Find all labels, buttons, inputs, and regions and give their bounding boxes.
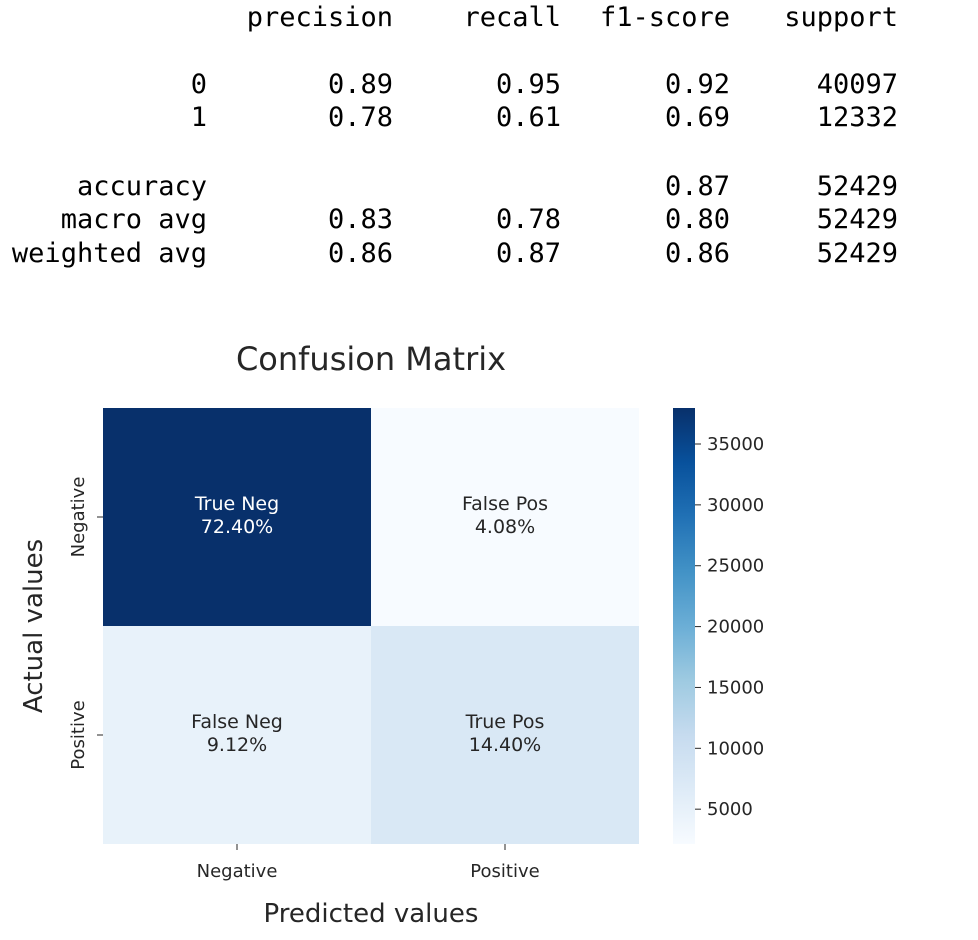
cell-percent-label: 72.40% xyxy=(201,516,273,538)
report-row-f1: 0.92 xyxy=(665,69,730,100)
report-row-support: 40097 xyxy=(817,69,898,100)
x-axis-ticks: Negative Positive xyxy=(197,844,540,882)
colorbar-tick-label: 25000 xyxy=(707,556,764,577)
report-summary-recall: 0.78 xyxy=(496,204,561,235)
report-summary-f1: 0.80 xyxy=(665,204,730,235)
colorbar xyxy=(673,408,695,844)
report-summary-f1: 0.87 xyxy=(665,171,730,202)
cell-percent-label: 4.08% xyxy=(475,516,535,538)
report-row-f1: 0.69 xyxy=(665,102,730,133)
report-row-label: 1 xyxy=(191,102,207,133)
report-summary-label: macro avg xyxy=(61,204,207,235)
heatmap-cell-true-neg xyxy=(103,408,371,626)
chart-title: Confusion Matrix xyxy=(236,340,506,378)
heatmap-cell-false-pos xyxy=(371,408,639,626)
colorbar-tick-label: 10000 xyxy=(707,738,764,759)
report-summary-support: 52429 xyxy=(817,204,898,235)
y-axis-ticks: Negative Positive xyxy=(68,477,103,770)
heatmap-cells xyxy=(103,408,639,844)
cell-percent-label: 9.12% xyxy=(207,734,267,756)
x-tick-label: Negative xyxy=(197,861,278,882)
report-row-support: 12332 xyxy=(817,102,898,133)
report-row-precision: 0.89 xyxy=(328,69,393,100)
heatmap-cell-true-pos xyxy=(371,626,639,844)
cell-percent-label: 14.40% xyxy=(469,734,541,756)
colorbar-tick-label: 35000 xyxy=(707,434,764,455)
y-axis-label: Actual values xyxy=(19,539,49,713)
cell-name-label: True Pos xyxy=(465,711,545,733)
cell-name-label: False Neg xyxy=(191,711,283,733)
heatmap-cell-false-neg xyxy=(103,626,371,844)
report-summary-recall: 0.87 xyxy=(496,238,561,269)
colorbar-tick-label: 20000 xyxy=(707,617,764,638)
colorbar-tick-label: 30000 xyxy=(707,495,764,516)
report-summary-label: accuracy xyxy=(77,171,207,202)
y-tick-label: Positive xyxy=(68,700,89,769)
report-header-f1-score: f1-score xyxy=(600,2,730,33)
report-row-precision: 0.78 xyxy=(328,102,393,133)
colorbar-tick-label: 15000 xyxy=(707,677,764,698)
x-tick-label: Positive xyxy=(470,861,539,882)
report-row-recall: 0.95 xyxy=(496,69,561,100)
cell-name-label: True Neg xyxy=(194,493,279,515)
report-row-recall: 0.61 xyxy=(496,102,561,133)
report-header-support: support xyxy=(784,2,898,33)
x-axis-label: Predicted values xyxy=(264,899,479,929)
classification-report: precision recall f1-score support 0 0.89… xyxy=(12,2,898,269)
report-summary-label: weighted avg xyxy=(12,238,207,269)
report-row-label: 0 xyxy=(191,69,207,100)
cell-name-label: False Pos xyxy=(462,493,548,515)
report-summary-f1: 0.86 xyxy=(665,238,730,269)
report-summary-precision: 0.86 xyxy=(328,238,393,269)
report-summary-support: 52429 xyxy=(817,171,898,202)
report-header-precision: precision xyxy=(247,2,393,33)
y-tick-label: Negative xyxy=(68,477,89,558)
report-summary-precision: 0.83 xyxy=(328,204,393,235)
colorbar-ticks: 5000 10000 15000 20000 25000 30000 35000 xyxy=(695,434,764,820)
report-summary-support: 52429 xyxy=(817,238,898,269)
report-header-recall: recall xyxy=(463,2,561,33)
colorbar-tick-label: 5000 xyxy=(707,799,753,820)
